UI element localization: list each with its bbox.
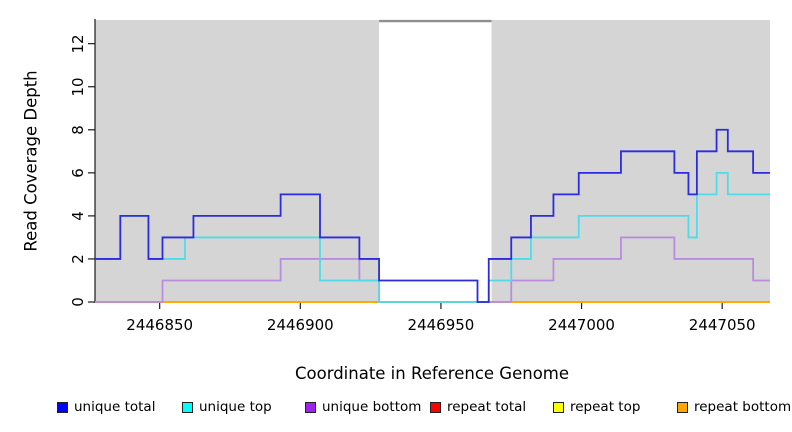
y-tick-label: 8	[69, 125, 87, 135]
y-tick-label: 6	[69, 168, 87, 178]
x-tick-label: 2447000	[548, 316, 615, 334]
x-tick-label: 2447050	[688, 316, 756, 334]
legend-label-unique-top: unique top	[199, 399, 272, 415]
x-tick-label: 2446900	[266, 316, 334, 334]
series-unique-bottom	[95, 236, 770, 303]
y-tick-label: 12	[69, 34, 87, 54]
series-unique-total	[95, 128, 770, 303]
legend-label-unique-bottom: unique bottom	[322, 399, 422, 415]
y-tick-label: 0	[69, 297, 87, 307]
legend-swatch-unique-top	[182, 402, 193, 413]
legend-label-repeat-total: repeat total	[447, 399, 527, 415]
coverage-shaded-region	[95, 20, 380, 302]
y-tick-label: 10	[69, 77, 87, 97]
coverage-shaded-region	[491, 20, 770, 302]
y-tick-label: 2	[69, 254, 87, 264]
legend-swatch-unique-bottom	[305, 402, 316, 413]
legend-label-unique-total: unique total	[74, 399, 156, 415]
legend-swatch-repeat-total	[430, 402, 441, 413]
legend-label-repeat-top: repeat top	[570, 399, 641, 415]
x-tick-label: 2446850	[126, 316, 194, 334]
y-axis-title: Read Coverage Depth	[21, 70, 41, 252]
legend-swatch-unique-total	[57, 402, 68, 413]
x-tick-label: 2446950	[407, 316, 475, 334]
legend-label-repeat-bottom: repeat bottom	[694, 399, 792, 415]
x-axis-title: Coordinate in Reference Genome	[294, 364, 570, 383]
y-tick-label: 4	[69, 211, 87, 221]
series-unique-top	[95, 171, 770, 303]
legend-swatch-repeat-bottom	[677, 402, 688, 413]
legend-swatch-repeat-top	[553, 402, 564, 413]
